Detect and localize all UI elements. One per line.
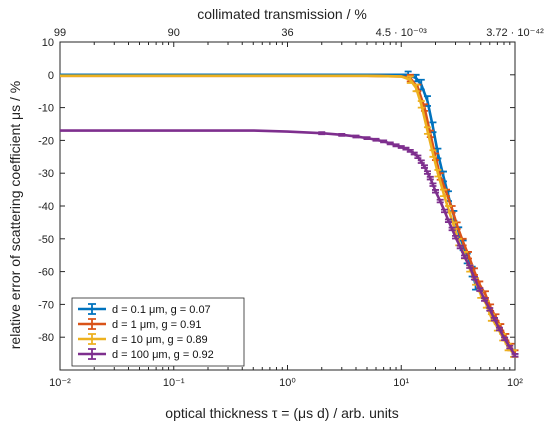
legend-label: d = 10 μm, g = 0.89 xyxy=(112,334,208,346)
top-tick-label: 4.5 · 10⁻⁰³ xyxy=(376,27,428,39)
legend-swatch-errorbar xyxy=(88,318,96,330)
error-bar xyxy=(431,189,439,194)
y-tick-label: -60 xyxy=(38,267,54,279)
error-bar xyxy=(410,151,418,156)
y-axis-label: relative error of scattering coefficient… xyxy=(7,81,23,349)
error-bar xyxy=(426,175,434,181)
error-bar xyxy=(363,136,371,140)
error-bar xyxy=(470,275,478,281)
x-tick-label: 10⁰ xyxy=(279,377,296,389)
error-bar xyxy=(436,198,444,204)
legend-swatch-errorbar xyxy=(88,303,96,315)
error-bar xyxy=(338,132,346,137)
error-bar xyxy=(423,126,431,135)
error-bar xyxy=(448,226,456,232)
y-tick-label: -10 xyxy=(38,103,54,115)
error-bar xyxy=(490,316,498,322)
error-bar xyxy=(461,254,469,260)
error-bar xyxy=(476,287,484,292)
error-bar xyxy=(352,134,360,139)
error-bar xyxy=(486,307,494,312)
error-bar xyxy=(318,131,326,136)
top-axis-label: collimated transmission / % xyxy=(197,6,367,22)
error-bar xyxy=(412,83,420,93)
legend-label: d = 1 μm, g = 0.91 xyxy=(112,319,202,331)
top-tick-label: 36 xyxy=(281,27,293,39)
y-tick-label: -20 xyxy=(38,135,54,147)
y-tick-label: -80 xyxy=(38,332,54,344)
error-bar xyxy=(456,244,464,250)
y-tick-label: -40 xyxy=(38,201,54,213)
x-axis-label: optical thickness τ = (μs d) / arb. unit… xyxy=(165,405,398,421)
series-line xyxy=(60,129,517,356)
top-tick-label: 99 xyxy=(54,27,66,39)
y-tick-label: -30 xyxy=(38,168,54,180)
error-bar xyxy=(439,188,447,198)
error-bar xyxy=(380,139,388,144)
error-bar xyxy=(429,182,437,187)
legend-label: d = 0.1 μm, g = 0.07 xyxy=(112,304,211,316)
legend-swatch-errorbar xyxy=(88,333,96,345)
top-tick-label: 3.72 · 10⁻⁴² xyxy=(486,27,544,39)
error-bar xyxy=(420,164,428,169)
error-bar xyxy=(506,344,514,350)
x-tick-label: 10⁻² xyxy=(49,377,71,389)
y-tick-label: -50 xyxy=(38,234,54,246)
x-tick-label: 10¹ xyxy=(393,377,409,389)
y-tick-label: -70 xyxy=(38,299,54,311)
legend: d = 0.1 μm, g = 0.07 d = 1 μm, g = 0.91 d … xyxy=(71,297,245,367)
error-bar xyxy=(440,208,448,214)
error-bar xyxy=(466,264,474,269)
error-bar xyxy=(372,137,380,142)
error-bar xyxy=(406,75,414,84)
error-bar xyxy=(414,154,422,160)
error-bar xyxy=(417,100,425,109)
legend-swatch-errorbar xyxy=(88,348,96,360)
error-bar xyxy=(417,159,425,164)
error-bar xyxy=(511,353,519,358)
error-bar xyxy=(434,169,442,178)
error-bar xyxy=(495,326,503,332)
x-tick-label: 10² xyxy=(507,377,523,389)
y-tick-label: 10 xyxy=(42,37,54,49)
legend-label: d = 100 μm, g = 0.92 xyxy=(112,349,214,361)
series-4 xyxy=(60,129,519,358)
y-tick-label: 0 xyxy=(48,70,54,82)
error-bar xyxy=(481,297,489,302)
error-bar xyxy=(444,218,452,223)
error-bar xyxy=(452,234,460,240)
x-tick-label: 10⁻¹ xyxy=(163,377,185,389)
top-tick-label: 90 xyxy=(168,27,180,39)
error-bar xyxy=(501,336,509,342)
error-bar xyxy=(423,170,431,175)
error-bar xyxy=(429,149,437,158)
